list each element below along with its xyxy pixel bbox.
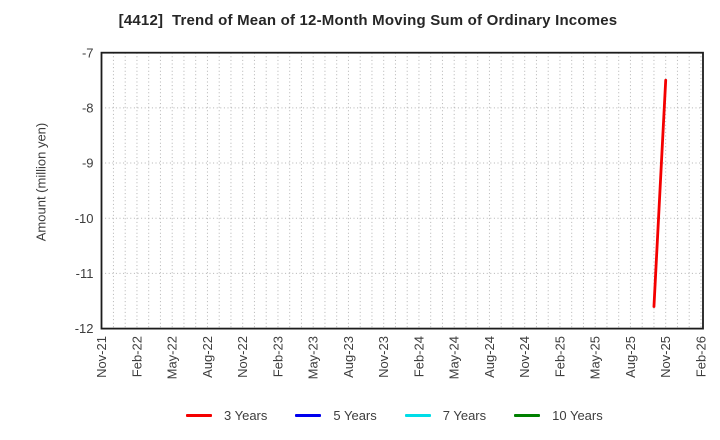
legend-swatch-10-years bbox=[514, 414, 541, 417]
x-tick-label: May-23 bbox=[306, 336, 321, 379]
y-tick-label: -10 bbox=[75, 211, 94, 226]
series-line-3-years bbox=[652, 78, 668, 308]
x-tick-label: Aug-24 bbox=[482, 336, 497, 378]
x-tick-label: Aug-23 bbox=[341, 336, 356, 378]
y-tick-label: -12 bbox=[75, 321, 94, 336]
legend-label-5-years: 5 Years bbox=[333, 408, 377, 423]
x-tick-label: Aug-25 bbox=[623, 336, 638, 378]
legend-item-5-years: 5 Years bbox=[295, 407, 377, 424]
x-tick-label: Nov-23 bbox=[376, 336, 391, 378]
legend-item-3-years: 3 Years bbox=[186, 407, 267, 424]
legend-item-7-years: 7 Years bbox=[404, 407, 487, 424]
x-tick-label: Aug-22 bbox=[200, 336, 215, 378]
plot-border bbox=[100, 51, 704, 330]
x-tick-label: Feb-23 bbox=[270, 336, 285, 377]
y-tick-label: -8 bbox=[82, 100, 94, 115]
x-tick-label: Feb-26 bbox=[693, 336, 708, 377]
legend-swatch-5-years bbox=[295, 414, 322, 417]
x-tick-label: Nov-24 bbox=[517, 336, 532, 378]
x-tick-label: May-24 bbox=[447, 336, 462, 379]
x-tick-label: May-25 bbox=[588, 336, 603, 379]
x-tick-label: Nov-22 bbox=[235, 336, 250, 378]
legend-label-7-years: 7 Years bbox=[442, 408, 487, 423]
y-tick-label: -9 bbox=[82, 156, 94, 171]
legend: 3 Years 5 Years 7 Years 10 Years bbox=[186, 407, 603, 424]
legend-swatch-3-years bbox=[186, 414, 212, 417]
legend-label-10-years: 10 Years bbox=[552, 408, 603, 423]
x-tick-label: Nov-25 bbox=[658, 336, 673, 378]
x-tick-label: May-22 bbox=[165, 336, 180, 379]
y-tick-label: -7 bbox=[82, 45, 94, 60]
y-tick-label: -11 bbox=[76, 266, 94, 281]
legend-label-3-years: 3 Years bbox=[224, 408, 268, 423]
legend-swatch-7-years bbox=[404, 414, 431, 417]
x-tick-label: Feb-22 bbox=[129, 336, 144, 377]
x-tick-label: Feb-25 bbox=[552, 336, 567, 377]
chart-title: [4412] Trend of Mean of 12-Month Moving … bbox=[118, 12, 618, 29]
legend-item-10-years: 10 Years bbox=[514, 407, 603, 424]
x-tick-label: Nov-21 bbox=[94, 336, 109, 378]
x-tick-label: Feb-24 bbox=[411, 336, 426, 377]
